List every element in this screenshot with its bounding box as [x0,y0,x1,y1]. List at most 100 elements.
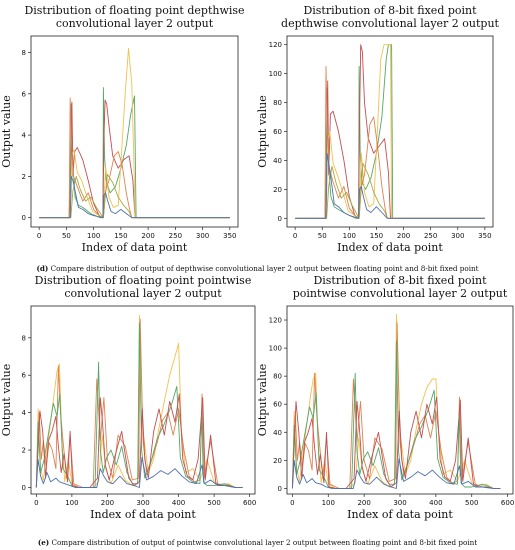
x-tick-label: 300 [393,499,406,507]
series-line-1 [295,44,485,219]
x-tick-label: 100 [87,232,100,240]
y-tick-label: 20 [273,186,282,194]
y-tick-label: 6 [22,372,27,380]
series-line-2 [35,318,243,488]
x-axis-label: Index of data point [347,508,453,521]
x-tick-label: 600 [243,499,256,507]
x-tick-label: 600 [501,499,514,507]
x-tick-label: 400 [172,499,185,507]
series-line-4 [291,396,501,489]
x-tick-label: 300 [196,232,209,240]
y-tick-label: 0 [22,214,26,222]
chart-title: Distribution of floating point depthwise [24,4,244,17]
x-tick-label: 250 [424,232,437,240]
series-line-3 [295,44,485,219]
x-tick-label: 100 [343,232,356,240]
x-tick-label: 500 [207,499,220,507]
y-tick-label: 20 [273,457,282,465]
caption-d-label: (d) [36,264,49,273]
caption-e-label: (e) [37,538,50,547]
caption-e-text: Compare distribution of output of pointw… [51,538,478,547]
x-tick-label: 0 [290,499,294,507]
x-tick-label: 350 [478,232,491,240]
x-tick-label: 350 [223,232,236,240]
series-line-5 [291,458,501,489]
series-line-5 [39,173,230,219]
x-tick-label: 0 [293,232,297,240]
series-line-1 [35,314,243,488]
y-axis-label: Output value [0,364,13,436]
x-axis-label: Index of data point [337,241,443,254]
y-tick-label: 40 [273,429,282,437]
series-line-2 [291,322,501,489]
y-tick-label: 0 [278,485,282,493]
x-tick-label: 50 [318,232,327,240]
series-line-4 [39,97,230,219]
x-axis-label: Index of data point [90,508,196,521]
x-tick-label: 300 [136,499,149,507]
y-tick-label: 0 [278,215,282,223]
x-axis-label: Index of data point [82,241,188,254]
y-axis-label: Output value [256,364,269,436]
series-line-6 [39,175,230,219]
y-tick-label: 120 [269,317,282,325]
y-tick-label: 4 [22,409,27,417]
y-axis-label: Output value [0,95,13,167]
chart-title: pointwise convolutional layer 2 output [293,287,508,300]
y-tick-label: 60 [273,128,282,136]
x-tick-label: 150 [114,232,127,240]
y-tick-label: 40 [273,157,282,165]
series-line-3 [291,340,501,489]
y-tick-label: 80 [273,373,282,381]
y-tick-label: 8 [22,49,26,57]
caption-d: (d) Compare distribution of output of de… [0,264,515,273]
y-tick-label: 2 [22,173,26,181]
plot-frame [30,35,239,228]
series-line-3 [39,47,230,219]
series-line-4 [35,393,243,488]
caption-e: (e) Compare distribution of output of po… [0,538,515,547]
series-line-4 [295,65,485,219]
series-line-3 [35,322,243,488]
series-line-6 [295,152,485,219]
y-tick-label: 100 [269,345,282,353]
x-tick-label: 200 [357,499,370,507]
x-tick-label: 200 [101,499,114,507]
chart-title: convolutional layer 2 output [64,287,222,300]
x-tick-label: 0 [37,232,41,240]
chart-title: Distribution of floating point pointwise [35,274,252,287]
chart-title: depthwise convolutional layer 2 output [281,17,500,30]
chart-2: Distribution of 8-bit fixed pointdepthwi… [256,4,500,254]
series-line-1 [291,313,501,489]
y-tick-label: 0 [22,484,26,492]
y-tick-label: 6 [22,90,27,98]
series-line-5 [35,457,243,488]
y-tick-label: 8 [22,334,26,342]
y-tick-label: 4 [22,132,27,140]
x-tick-label: 500 [465,499,478,507]
y-tick-label: 120 [269,41,282,49]
x-tick-label: 150 [370,232,383,240]
x-tick-label: 400 [429,499,442,507]
series-line-2 [295,44,485,219]
x-tick-label: 200 [397,232,410,240]
chart-title: Distribution of 8-bit fixed point [313,274,487,287]
y-tick-label: 60 [273,401,282,409]
chart-title: Distribution of 8-bit fixed point [303,4,477,17]
chart-4: Distribution of 8-bit fixed pointpointwi… [256,274,514,521]
y-tick-label: 100 [269,70,282,78]
x-tick-label: 200 [141,232,154,240]
y-tick-label: 80 [273,99,282,107]
y-tick-label: 2 [22,447,26,455]
x-tick-label: 50 [62,232,71,240]
chart-3: Distribution of floating point pointwise… [0,274,256,521]
x-tick-label: 100 [322,499,335,507]
x-tick-label: 100 [65,499,78,507]
caption-d-text: Compare distribution of output of depthw… [50,264,479,273]
chart-title: convolutional layer 2 output [56,17,214,30]
x-tick-label: 300 [451,232,464,240]
y-axis-label: Output value [256,95,269,167]
x-tick-label: 0 [34,499,38,507]
x-tick-label: 250 [169,232,182,240]
